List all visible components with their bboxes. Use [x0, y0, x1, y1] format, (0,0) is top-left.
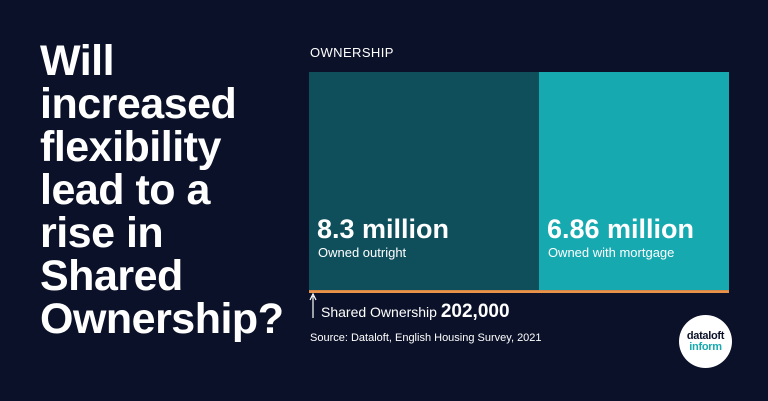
source-note: Source: Dataloft, English Housing Survey… — [310, 332, 542, 344]
logo-line1: dataloft — [686, 329, 725, 342]
shared-ownership-value: 202,000 — [441, 301, 510, 322]
segment-owned-outright — [309, 72, 539, 291]
pointer-arrow-head — [309, 292, 317, 301]
segment-shared-ownership — [309, 290, 729, 293]
value-label-0: 8.3 million — [317, 214, 449, 244]
segment-owned-with-mortgage — [538, 72, 729, 291]
category-label-0: Owned outright — [318, 245, 407, 260]
section-label: OWNERSHIP — [310, 45, 394, 60]
value-label-1: 6.86 million — [547, 214, 694, 244]
logo-line2: inform — [689, 340, 722, 353]
category-label-1: Owned with mortgage — [548, 245, 674, 260]
headline: Will increased flexibility lead to a ris… — [40, 37, 284, 343]
shared-ownership-name: Shared Ownership — [321, 304, 441, 320]
dataloft-logo: dataloft inform — [679, 315, 732, 368]
shared-ownership-label: Shared Ownership 202,000 — [321, 301, 510, 322]
